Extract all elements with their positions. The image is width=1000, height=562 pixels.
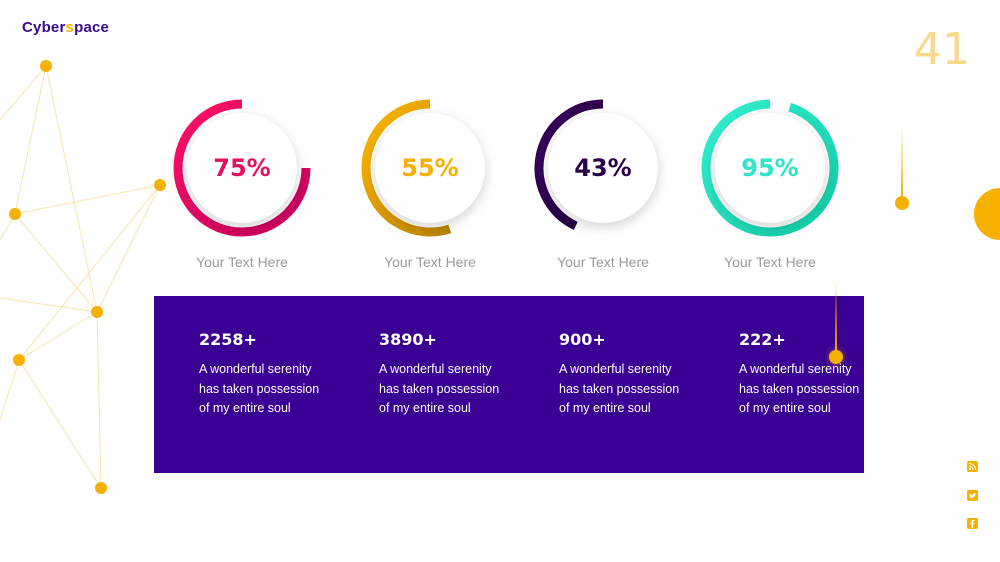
gauge-disc-3 xyxy=(548,113,658,223)
gauge-ring-2 xyxy=(361,99,452,237)
gauge-disc-4 xyxy=(715,113,825,223)
logo: Cyberspace xyxy=(22,19,109,36)
stat-value-1: 2258+ xyxy=(199,330,257,349)
stat-value-3: 900+ xyxy=(559,330,606,349)
logo-text-2: pace xyxy=(74,19,110,36)
gauge-4: 95% xyxy=(700,98,840,238)
gauge-arc-3 xyxy=(534,99,604,230)
stats-panel: 2258+ A wonderful serenity has taken pos… xyxy=(154,296,864,473)
gauge-caption-3: Your Text Here xyxy=(557,254,649,270)
rss-icon[interactable] xyxy=(967,461,978,472)
network-node xyxy=(40,60,52,72)
stat-description-1: A wonderful serenity has taken possessio… xyxy=(199,362,320,415)
gauge-percent-1: 75% xyxy=(213,154,271,182)
stat-description-3: A wonderful serenity has taken possessio… xyxy=(559,362,680,415)
stat-description-2: A wonderful serenity has taken possessio… xyxy=(379,362,500,415)
decor-dot-2 xyxy=(895,196,909,210)
network-node xyxy=(154,179,166,191)
gauge-arc-1 xyxy=(173,99,311,237)
decor-line-2 xyxy=(901,124,903,200)
gauge-disc-2 xyxy=(375,113,485,223)
stat-value-4: 222+ xyxy=(739,330,786,349)
decor-dot-1 xyxy=(829,350,843,364)
gauge-percent-3: 43% xyxy=(574,154,632,182)
decor-half-circle xyxy=(974,188,1000,240)
slide-number: 41 xyxy=(914,24,970,75)
gauge-ring-3 xyxy=(534,99,604,230)
gauge-ring-4 xyxy=(701,99,839,237)
stat-value-2: 3890+ xyxy=(379,330,437,349)
decor-line-1 xyxy=(835,278,837,352)
gauge-ring-1 xyxy=(173,99,311,237)
network-node xyxy=(9,208,21,220)
network-decoration xyxy=(0,60,166,494)
logo-text-accent: s xyxy=(65,19,75,36)
twitter-icon[interactable] xyxy=(967,490,978,501)
logo-text-1: Cyber xyxy=(22,19,66,36)
gauge-1: 75% xyxy=(172,98,312,238)
network-node xyxy=(13,354,25,366)
gauge-caption-1: Your Text Here xyxy=(196,254,288,270)
facebook-icon[interactable] xyxy=(967,518,978,529)
gauge-percent-2: 55% xyxy=(401,154,459,182)
gauge-caption-4: Your Text Here xyxy=(724,254,816,270)
gauge-disc-1 xyxy=(187,113,297,223)
network-node xyxy=(91,306,103,318)
network-node xyxy=(95,482,107,494)
gauge-arc-4 xyxy=(701,99,839,237)
gauge-arc-2 xyxy=(361,99,452,237)
gauge-2: 55% xyxy=(360,98,500,238)
gauge-3: 43% xyxy=(533,98,673,238)
gauge-percent-4: 95% xyxy=(741,154,799,182)
gauge-caption-2: Your Text Here xyxy=(384,254,476,270)
stat-description-4: A wonderful serenity has taken possessio… xyxy=(739,362,860,415)
